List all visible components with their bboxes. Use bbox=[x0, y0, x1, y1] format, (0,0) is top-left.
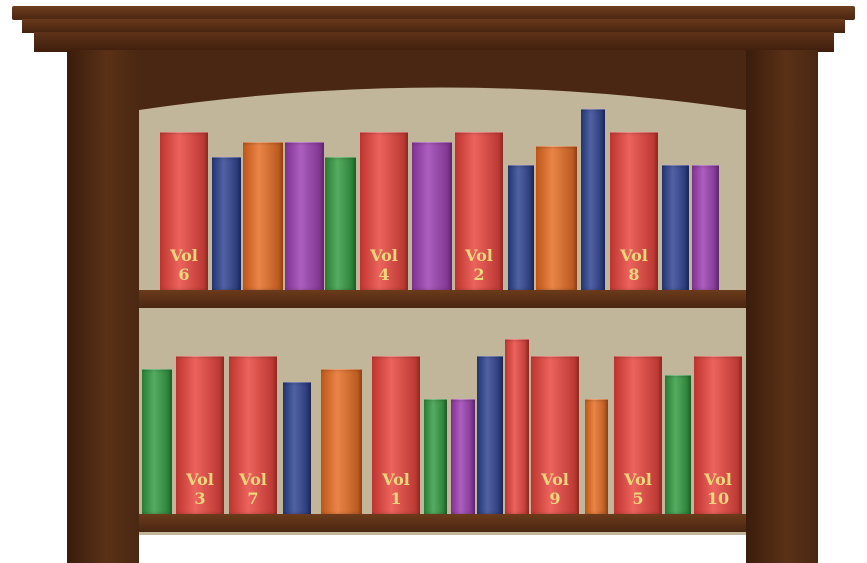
book-volume-label: Vol 10 bbox=[704, 470, 732, 508]
book-volume-label: Vol 6 bbox=[170, 246, 198, 284]
bookshelf-crown-middle bbox=[22, 19, 845, 33]
top-shelf-book-orange bbox=[536, 146, 577, 290]
bookshelf-left-post bbox=[67, 50, 139, 563]
bookshelf-right-post bbox=[746, 50, 818, 563]
top-shelf-book-blue bbox=[581, 109, 605, 290]
bottom-shelf-book-green bbox=[142, 369, 172, 514]
top-shelf-book-orange bbox=[243, 142, 283, 290]
bottom-shelf-book-red: Vol 10 bbox=[694, 356, 742, 514]
bottom-shelf-book-red: Vol 1 bbox=[372, 356, 420, 514]
bottom-shelf-book-red bbox=[505, 339, 529, 514]
top-shelf-book-blue bbox=[508, 165, 534, 290]
top-shelf-board bbox=[139, 290, 746, 308]
top-shelf-book-red: Vol 8 bbox=[610, 132, 658, 290]
top-shelf-book-green bbox=[325, 157, 356, 290]
book-volume-label: Vol 9 bbox=[541, 470, 569, 508]
bottom-shelf-book-red: Vol 5 bbox=[614, 356, 662, 514]
top-shelf-book-red: Vol 2 bbox=[455, 132, 503, 290]
bottom-shelf-book-blue bbox=[477, 356, 503, 514]
bottom-shelf-book-orange bbox=[585, 399, 608, 514]
top-shelf-book-purple bbox=[692, 165, 719, 290]
bottom-shelf-book-red: Vol 7 bbox=[229, 356, 277, 514]
bottom-shelf-book-orange bbox=[321, 369, 362, 514]
bottom-shelf-book-purple bbox=[451, 399, 475, 514]
top-shelf-book-blue bbox=[212, 157, 241, 290]
top-shelf-book-red: Vol 6 bbox=[160, 132, 208, 290]
bookshelf-arch-apron bbox=[139, 50, 746, 110]
bottom-shelf-board bbox=[139, 514, 746, 532]
bottom-shelf-book-green bbox=[424, 399, 447, 514]
bottom-shelf-book-red: Vol 3 bbox=[176, 356, 224, 514]
top-shelf-book-purple bbox=[285, 142, 324, 290]
bottom-shelf-book-blue bbox=[283, 382, 311, 514]
top-shelf-books: Vol 6 Vol 4 Vol 2 Vol 8 bbox=[139, 100, 746, 290]
book-volume-label: Vol 1 bbox=[382, 470, 410, 508]
book-volume-label: Vol 5 bbox=[624, 470, 652, 508]
top-shelf-book-blue bbox=[662, 165, 689, 290]
book-volume-label: Vol 4 bbox=[370, 246, 398, 284]
book-volume-label: Vol 3 bbox=[186, 470, 214, 508]
book-volume-label: Vol 8 bbox=[620, 246, 648, 284]
top-shelf-book-red: Vol 4 bbox=[360, 132, 408, 290]
bottom-shelf-book-red: Vol 9 bbox=[531, 356, 579, 514]
bottom-shelf-book-green bbox=[665, 375, 691, 514]
book-volume-label: Vol 2 bbox=[465, 246, 493, 284]
book-volume-label: Vol 7 bbox=[239, 470, 267, 508]
bookshelf-crown-bottom bbox=[34, 32, 834, 52]
bottom-shelf-books: Vol 3 Vol 7 Vol 1 Vol 9 Vol 5 Vol 10 bbox=[139, 308, 746, 514]
bookshelf-crown-top bbox=[12, 6, 855, 20]
top-shelf-book-purple bbox=[412, 142, 452, 290]
